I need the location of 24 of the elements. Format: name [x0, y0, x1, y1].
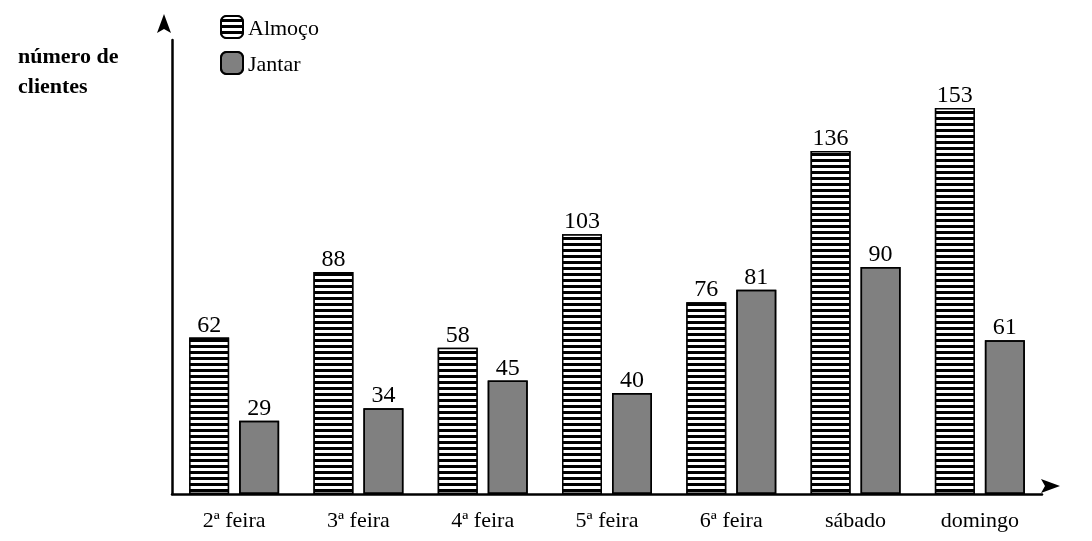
data-label: 34 [371, 381, 396, 408]
x-tick-label: 2ª feira [202, 506, 266, 532]
data-label: 153 [936, 81, 973, 108]
x-tick-label: domingo [940, 506, 1019, 532]
data-label: 88 [321, 245, 346, 272]
data-label: 45 [495, 353, 520, 380]
data-label: 76 [694, 275, 719, 302]
data-label: 58 [445, 320, 470, 347]
data-label: 136 [812, 123, 849, 150]
data-label: 62 [197, 310, 222, 337]
x-tick-label: 5ª feira [575, 506, 639, 532]
data-label: 29 [247, 393, 272, 420]
legend-label: Jantar [248, 50, 302, 76]
legend-label: Almoço [248, 14, 319, 40]
data-label: 103 [564, 207, 600, 234]
data-label: 90 [868, 240, 893, 266]
data-label: 40 [620, 366, 644, 393]
data-label: 81 [744, 262, 769, 289]
x-tick-label: 4ª feira [451, 506, 515, 532]
x-tick-label: 3ª feira [326, 506, 391, 532]
x-tick-label: sábado [825, 506, 887, 532]
y-axis-title: número de clientes [18, 42, 119, 98]
x-tick-label: 6ª feira [699, 506, 763, 532]
data-label: 61 [992, 313, 1017, 340]
